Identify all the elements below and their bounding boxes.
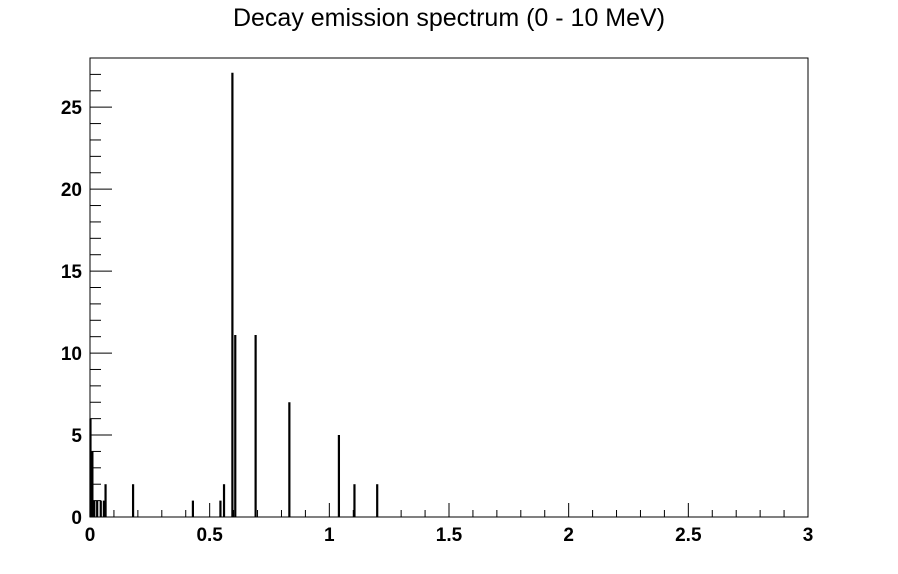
x-tick-label: 2 bbox=[563, 525, 574, 546]
y-tick-label: 25 bbox=[61, 98, 83, 119]
x-tick-label: 0.5 bbox=[196, 525, 223, 546]
x-tick-label: 1.5 bbox=[436, 525, 463, 546]
peak-bars bbox=[89, 72, 379, 517]
x-tick-label: 0 bbox=[85, 525, 96, 546]
y-tick-label: 20 bbox=[61, 180, 82, 201]
y-tick-label: 10 bbox=[61, 344, 82, 365]
y-tick-label: 5 bbox=[71, 426, 82, 447]
y-tick-label: 0 bbox=[71, 508, 82, 529]
x-axis: 0 0.5 1 1.5 2 2.5 3 bbox=[85, 503, 814, 546]
chart-title: Decay emission spectrum (0 - 10 MeV) bbox=[232, 4, 666, 32]
y-axis: 0 5 10 15 20 25 bbox=[61, 57, 112, 529]
x-tick-label: 1 bbox=[324, 525, 335, 546]
y-tick-label: 15 bbox=[61, 262, 83, 283]
x-tick-label: 3 bbox=[803, 525, 814, 546]
x-tick-label: 2.5 bbox=[675, 525, 702, 546]
plot-frame bbox=[89, 57, 809, 518]
